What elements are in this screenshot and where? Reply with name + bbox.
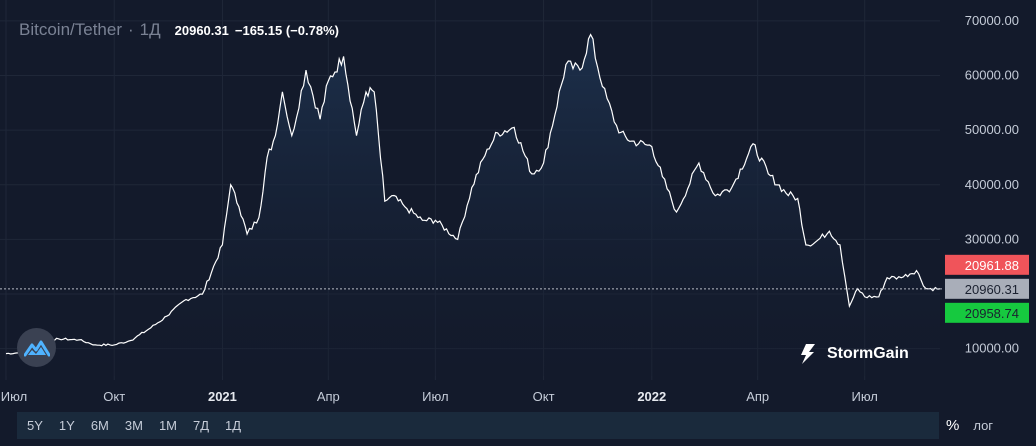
chart-area[interactable]: 10000.0020000.0030000.0040000.0050000.00… xyxy=(0,0,1036,412)
price-tags: 20961.88 20960.31 20958.74 xyxy=(945,254,1029,323)
price-chart[interactable]: 10000.0020000.0030000.0040000.0050000.00… xyxy=(0,0,1036,412)
range-button-1m[interactable]: 1M xyxy=(158,418,177,433)
range-button-6m[interactable]: 6M xyxy=(90,418,109,433)
mountain-icon xyxy=(23,340,50,356)
y-tick-label: 50000.00 xyxy=(965,122,1019,137)
y-tick-label: 70000.00 xyxy=(965,13,1019,28)
y-tick-label: 10000.00 xyxy=(965,341,1019,356)
interval-label[interactable]: 1Д xyxy=(139,20,161,39)
x-tick-label: Окт xyxy=(103,389,125,404)
logo-icon[interactable] xyxy=(17,328,56,367)
price-change: −165.15 (−0.78%) xyxy=(234,23,339,38)
y-tick-label: 60000.00 xyxy=(965,68,1019,83)
x-tick-label: 2021 xyxy=(208,389,237,404)
price-line xyxy=(5,33,941,355)
ask-price-label: 20961.88 xyxy=(965,258,1019,273)
last-price-tag xyxy=(945,278,1029,299)
x-tick-label: 2022 xyxy=(637,389,666,404)
range-button-5y[interactable]: 5Y xyxy=(27,418,43,433)
last-price: 20960.31 xyxy=(174,23,229,38)
lightning-icon xyxy=(801,344,815,364)
bid-price-tag xyxy=(945,302,1029,323)
last-price-label: 20960.31 xyxy=(965,282,1019,297)
x-tick-label: Апр xyxy=(746,389,769,404)
separator-dot: · xyxy=(128,20,134,39)
range-selector: 5Y 1Y 6M 3M 1M 7Д 1Д xyxy=(17,412,939,439)
percent-scale-button[interactable]: % xyxy=(946,417,960,434)
ask-price-tag xyxy=(945,254,1029,275)
x-tick-label: Июл xyxy=(852,389,878,404)
x-tick-label: Июл xyxy=(422,389,448,404)
x-tick-label: Окт xyxy=(533,389,555,404)
y-tick-label: 40000.00 xyxy=(965,177,1019,192)
symbol-name: Bitcoin/Tether xyxy=(19,20,122,39)
chart-header: Bitcoin/Tether · 1Д 20960.31 −165.15 (−0… xyxy=(19,20,339,40)
range-button-3m[interactable]: 3M xyxy=(124,418,143,433)
brand-name: StormGain xyxy=(827,345,909,362)
brand-watermark: StormGain xyxy=(797,343,909,365)
x-tick-label: Июл xyxy=(1,389,27,404)
x-tick-label: Апр xyxy=(317,389,340,404)
range-button-1y[interactable]: 1Y xyxy=(58,418,75,433)
bid-price-label: 20958.74 xyxy=(965,306,1019,321)
range-button-7д[interactable]: 7Д xyxy=(193,418,210,433)
scale-controls: % лог xyxy=(946,412,993,439)
price-area-fill xyxy=(6,34,940,376)
x-axis: Июл Окт 2021 Апр Июл Окт 2022 Апр Июл xyxy=(1,389,878,404)
log-scale-button[interactable]: лог xyxy=(973,418,994,433)
y-tick-label: 30000.00 xyxy=(965,231,1019,246)
bottom-toolbar: 5Y 1Y 6M 3M 1M 7Д 1Д % лог xyxy=(0,412,1036,446)
range-button-1д[interactable]: 1Д xyxy=(225,418,242,433)
